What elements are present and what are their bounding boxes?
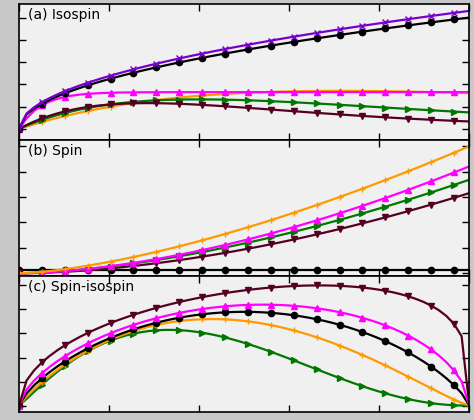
Text: (b) Spin: (b) Spin bbox=[28, 144, 82, 158]
Text: (a) Isospin: (a) Isospin bbox=[28, 8, 100, 22]
Text: (c) Spin-isospin: (c) Spin-isospin bbox=[28, 280, 134, 294]
